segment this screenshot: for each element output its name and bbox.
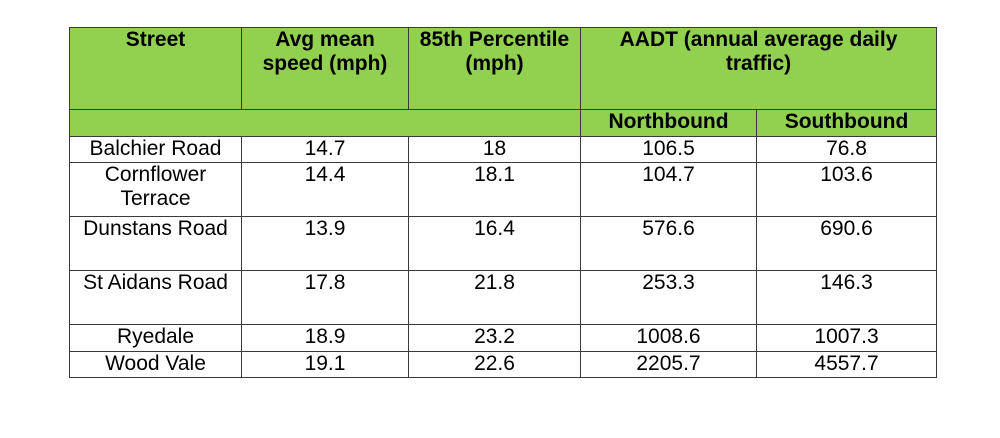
cell-northbound: 104.7 (581, 163, 757, 217)
cell-street: Ryedale (70, 325, 242, 352)
cell-street: Dunstans Road (70, 217, 242, 271)
cell-street: Cornflower Terrace (70, 163, 242, 217)
header-northbound: Northbound (581, 110, 757, 137)
table-header-row: Street Avg mean speed (mph) 85th Percent… (70, 28, 937, 110)
cell-85th-percentile: 23.2 (409, 325, 581, 352)
cell-85th-percentile: 22.6 (409, 352, 581, 378)
header-avg-speed: Avg mean speed (mph) (242, 28, 409, 110)
cell-southbound: 1007.3 (757, 325, 937, 352)
cell-southbound: 4557.7 (757, 352, 937, 378)
cell-85th-percentile: 21.8 (409, 271, 581, 325)
cell-85th-percentile: 18.1 (409, 163, 581, 217)
cell-northbound: 1008.6 (581, 325, 757, 352)
cell-avg-speed: 13.9 (242, 217, 409, 271)
cell-avg-speed: 18.9 (242, 325, 409, 352)
subheader-blank (70, 110, 581, 137)
traffic-speed-table: Street Avg mean speed (mph) 85th Percent… (69, 27, 937, 378)
table-row: Dunstans Road 13.9 16.4 576.6 690.6 (70, 217, 937, 271)
cell-southbound: 146.3 (757, 271, 937, 325)
table-row: Cornflower Terrace 14.4 18.1 104.7 103.6 (70, 163, 937, 217)
cell-street: St Aidans Road (70, 271, 242, 325)
cell-northbound: 106.5 (581, 137, 757, 163)
cell-avg-speed: 19.1 (242, 352, 409, 378)
cell-southbound: 76.8 (757, 137, 937, 163)
table-row: Balchier Road 14.7 18 106.5 76.8 (70, 137, 937, 163)
cell-northbound: 253.3 (581, 271, 757, 325)
table-row: St Aidans Road 17.8 21.8 253.3 146.3 (70, 271, 937, 325)
header-85th-percentile: 85th Percentile (mph) (409, 28, 581, 110)
cell-avg-speed: 17.8 (242, 271, 409, 325)
cell-85th-percentile: 18 (409, 137, 581, 163)
cell-northbound: 2205.7 (581, 352, 757, 378)
cell-northbound: 576.6 (581, 217, 757, 271)
table-subheader-row: Northbound Southbound (70, 110, 937, 137)
cell-avg-speed: 14.7 (242, 137, 409, 163)
header-southbound: Southbound (757, 110, 937, 137)
cell-street: Wood Vale (70, 352, 242, 378)
cell-southbound: 690.6 (757, 217, 937, 271)
header-street: Street (70, 28, 242, 110)
cell-southbound: 103.6 (757, 163, 937, 217)
table-row: Ryedale 18.9 23.2 1008.6 1007.3 (70, 325, 937, 352)
header-aadt: AADT (annual average daily traffic) (581, 28, 937, 110)
table-row: Wood Vale 19.1 22.6 2205.7 4557.7 (70, 352, 937, 378)
cell-street: Balchier Road (70, 137, 242, 163)
cell-85th-percentile: 16.4 (409, 217, 581, 271)
cell-avg-speed: 14.4 (242, 163, 409, 217)
